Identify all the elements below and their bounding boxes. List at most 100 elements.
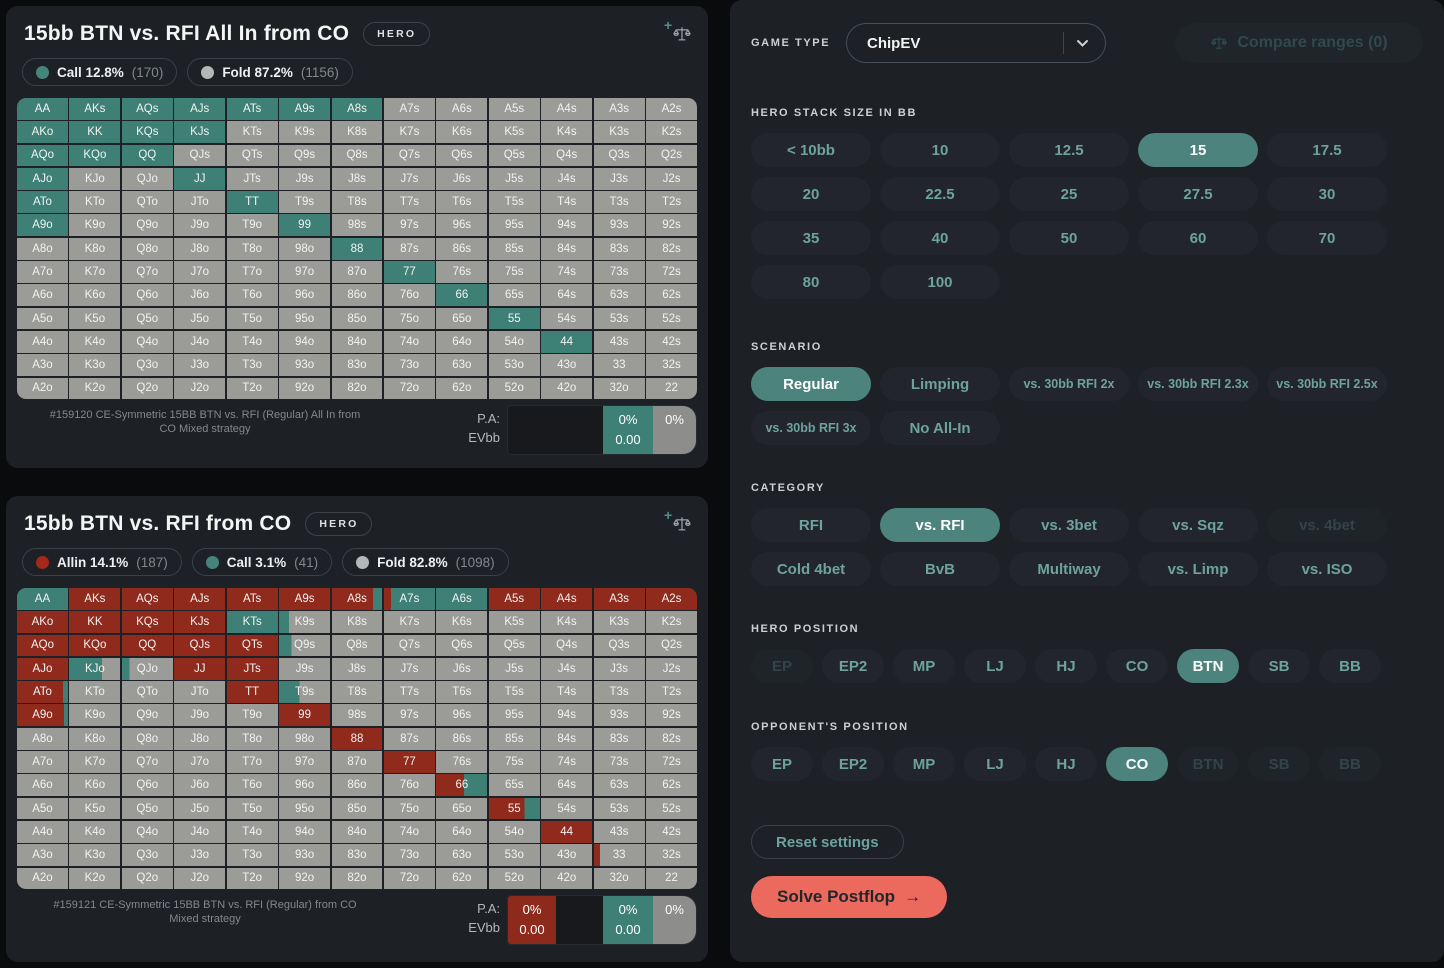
hand-cell-J6s[interactable]: J6s [436,167,488,190]
hand-cell-TT[interactable]: TT [226,681,278,703]
hand-cell-T7s[interactable]: T7s [383,191,435,213]
hand-cell-JTs[interactable]: JTs [226,167,278,190]
game-type-select[interactable]: ChipEV [846,23,1106,63]
hand-cell-QQ[interactable]: QQ [121,144,173,167]
hero-pos-option-mp[interactable]: MP [893,649,955,683]
hand-cell-95o[interactable]: 95o [279,307,331,330]
hand-cell-62o[interactable]: 62o [436,377,488,400]
hand-cell-A2s[interactable]: A2s [646,98,697,120]
hand-cell-T9o[interactable]: T9o [226,704,278,727]
hand-cell-ATo[interactable]: ATo [17,681,68,703]
hand-cell-T3s[interactable]: T3s [593,681,645,703]
hand-cell-T7o[interactable]: T7o [226,751,278,773]
stack-option-50[interactable]: 50 [1009,221,1129,255]
hand-cell-J7o[interactable]: J7o [174,261,226,283]
hand-cell-93o[interactable]: 93o [279,354,331,377]
hand-cell-JTs[interactable]: JTs [226,657,278,680]
hand-cell-Q3s[interactable]: Q3s [593,634,645,657]
hand-cell-84s[interactable]: 84s [541,237,593,260]
hand-cell-A2o[interactable]: A2o [17,377,68,400]
category-option-vs.-sqz[interactable]: vs. Sqz [1138,508,1258,542]
hand-cell-66[interactable]: 66 [436,284,488,307]
hand-cell-J6o[interactable]: J6o [174,774,226,797]
hand-cell-K9o[interactable]: K9o [69,704,121,727]
hand-cell-Q4o[interactable]: Q4o [121,330,173,353]
hand-cell-83o[interactable]: 83o [331,354,383,377]
hand-cell-A4o[interactable]: A4o [17,330,68,353]
hand-cell-72s[interactable]: 72s [646,261,697,283]
hand-cell-T6s[interactable]: T6s [436,191,488,213]
hand-cell-J5o[interactable]: J5o [174,307,226,330]
hand-cell-TT[interactable]: TT [226,191,278,213]
hand-cell-A9s[interactable]: A9s [279,588,331,610]
hero-pos-option-ep2[interactable]: EP2 [822,649,884,683]
hand-cell-QTs[interactable]: QTs [226,144,278,167]
hand-cell-JTo[interactable]: JTo [174,681,226,703]
stack-option-12.5[interactable]: 12.5 [1009,133,1129,167]
hand-cell-J6o[interactable]: J6o [174,284,226,307]
hand-cell-T6s[interactable]: T6s [436,681,488,703]
hand-cell-J2o[interactable]: J2o [174,867,226,890]
opp-pos-option-lj[interactable]: LJ [964,747,1026,781]
hand-cell-K2o[interactable]: K2o [69,377,121,400]
hand-cell-J4s[interactable]: J4s [541,167,593,190]
hand-cell-J3s[interactable]: J3s [593,167,645,190]
hand-cell-T5s[interactable]: T5s [488,681,540,703]
hand-cell-33[interactable]: 33 [593,354,645,377]
hand-cell-A7o[interactable]: A7o [17,261,68,283]
hand-cell-J6s[interactable]: J6s [436,657,488,680]
hand-cell-T8o[interactable]: T8o [226,727,278,750]
hand-cell-98s[interactable]: 98s [331,704,383,727]
hand-cell-J8o[interactable]: J8o [174,237,226,260]
hand-cell-T2o[interactable]: T2o [226,867,278,890]
hand-cell-42s[interactable]: 42s [646,330,697,353]
hand-cell-K4o[interactable]: K4o [69,820,121,843]
hand-cell-93s[interactable]: 93s [593,214,645,237]
hand-cell-98s[interactable]: 98s [331,214,383,237]
hand-cell-T9s[interactable]: T9s [279,681,331,703]
hand-cell-K3o[interactable]: K3o [69,354,121,377]
hand-cell-Q7o[interactable]: Q7o [121,751,173,773]
stack-option-15[interactable]: 15 [1138,133,1258,167]
hand-cell-94s[interactable]: 94s [541,214,593,237]
hand-cell-QQ[interactable]: QQ [121,634,173,657]
hand-cell-65o[interactable]: 65o [436,797,488,820]
hand-cell-75o[interactable]: 75o [383,797,435,820]
hero-pos-option-co[interactable]: CO [1106,649,1168,683]
hand-cell-J9s[interactable]: J9s [279,657,331,680]
stack-option-80[interactable]: 80 [751,265,871,299]
stack-option-70[interactable]: 70 [1267,221,1387,255]
hand-cell-63o[interactable]: 63o [436,844,488,867]
opp-pos-option-btn[interactable]: BTN [1177,747,1239,781]
hand-cell-Q6o[interactable]: Q6o [121,774,173,797]
hand-cell-64s[interactable]: 64s [541,284,593,307]
hand-cell-Q9o[interactable]: Q9o [121,704,173,727]
hand-cell-KTs[interactable]: KTs [226,611,278,634]
hand-cell-74s[interactable]: 74s [541,751,593,773]
hand-cell-53s[interactable]: 53s [593,307,645,330]
category-option-vs.-limp[interactable]: vs. Limp [1138,552,1258,586]
hand-cell-A7s[interactable]: A7s [383,98,435,120]
hand-cell-K2s[interactable]: K2s [646,121,697,144]
hand-cell-A6o[interactable]: A6o [17,284,68,307]
hand-cell-64o[interactable]: 64o [436,820,488,843]
hand-cell-K4o[interactable]: K4o [69,330,121,353]
legend-chip-fold[interactable]: Fold 87.2% (1156) [187,58,353,86]
hand-cell-QTo[interactable]: QTo [121,191,173,213]
hand-cell-J4s[interactable]: J4s [541,657,593,680]
hand-cell-KTs[interactable]: KTs [226,121,278,144]
hand-cell-73o[interactable]: 73o [383,354,435,377]
hand-cell-Q8s[interactable]: Q8s [331,144,383,167]
hand-cell-53o[interactable]: 53o [488,354,540,377]
scenario-option-vs.-30bb-rfi-2x[interactable]: vs. 30bb RFI 2x [1009,367,1129,401]
hand-cell-AJo[interactable]: AJo [17,657,68,680]
hand-cell-KQs[interactable]: KQs [121,121,173,144]
hand-cell-ATo[interactable]: ATo [17,191,68,213]
hand-cell-J4o[interactable]: J4o [174,330,226,353]
hand-cell-T2s[interactable]: T2s [646,191,697,213]
hand-cell-A4s[interactable]: A4s [541,588,593,610]
hand-cell-T7o[interactable]: T7o [226,261,278,283]
hand-cell-75s[interactable]: 75s [488,261,540,283]
hand-cell-T2s[interactable]: T2s [646,681,697,703]
hand-cell-A9s[interactable]: A9s [279,98,331,120]
